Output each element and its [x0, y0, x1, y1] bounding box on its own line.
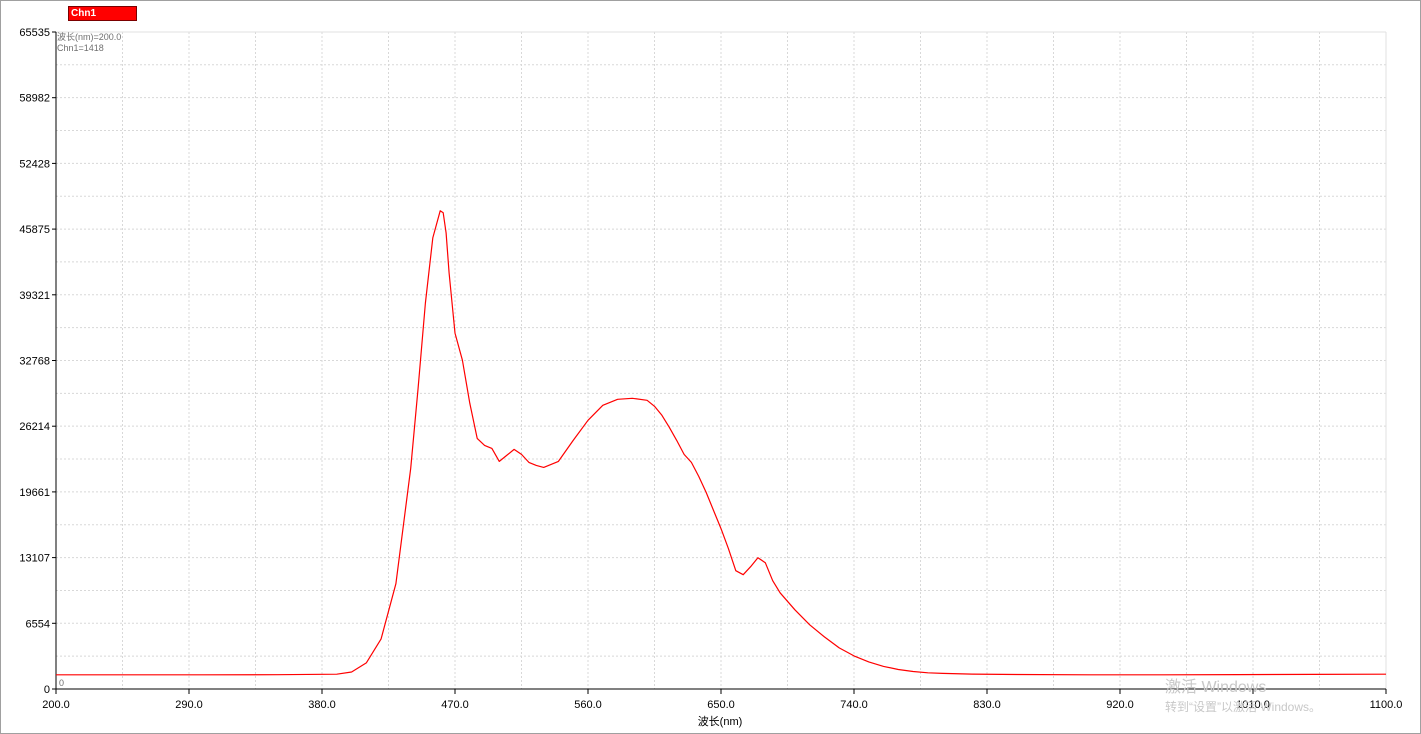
y-tick-label: 32768 — [19, 355, 50, 367]
x-tick-label: 290.0 — [175, 699, 203, 711]
y-tick-label: 26214 — [19, 421, 50, 433]
y-tick-label: 65535 — [19, 27, 50, 39]
y-tick-label: 39321 — [19, 290, 50, 302]
activation-watermark-title: 激活 Windows — [1165, 678, 1266, 696]
origin-label: 0 — [59, 678, 64, 688]
series-layer — [56, 210, 1387, 676]
cursor-readout-y: Chn1=1418 — [57, 43, 104, 53]
x-tick-label: 920.0 — [1106, 699, 1134, 711]
x-tick-label: 650.0 — [707, 699, 735, 711]
x-tick-label: 200.0 — [42, 699, 70, 711]
x-axis-title: 波长(nm) — [698, 715, 743, 728]
x-tick-label: 1010.0 — [1236, 699, 1270, 711]
cursor-readout-x: 波长(nm)=200.0 — [57, 31, 121, 42]
y-tick-label: 19661 — [19, 487, 50, 499]
x-tick-label: 1100.0 — [1370, 699, 1403, 711]
grid — [56, 32, 1386, 689]
legend-chn1[interactable]: Chn1 — [68, 6, 137, 21]
series-line-chn1 — [56, 210, 1387, 676]
y-tick-label: 13107 — [19, 553, 50, 565]
x-axis: 200.0 290.0 380.0 470.0 560.0 650.0 740.0 830.0… — [42, 689, 1402, 711]
y-tick-label: 52428 — [19, 158, 50, 170]
y-tick-label: 58982 — [19, 93, 50, 105]
x-tick-label: 830.0 — [973, 699, 1001, 711]
x-tick-label: 380.0 — [308, 699, 336, 711]
x-tick-label: 560.0 — [574, 699, 602, 711]
x-tick-label: 470.0 — [441, 699, 469, 711]
x-tick-label: 740.0 — [840, 699, 868, 711]
y-axis: 0 6554 13107 19661 26214 32768 39321 45875 52428… — [19, 27, 56, 696]
y-tick-label: 45875 — [19, 224, 50, 236]
y-tick-label: 0 — [44, 684, 50, 696]
activation-watermark-hint: 转到“设置”以激活 Windows。 — [1165, 699, 1321, 714]
y-tick-label: 6554 — [26, 618, 50, 630]
plot-border — [52, 31, 1387, 693]
